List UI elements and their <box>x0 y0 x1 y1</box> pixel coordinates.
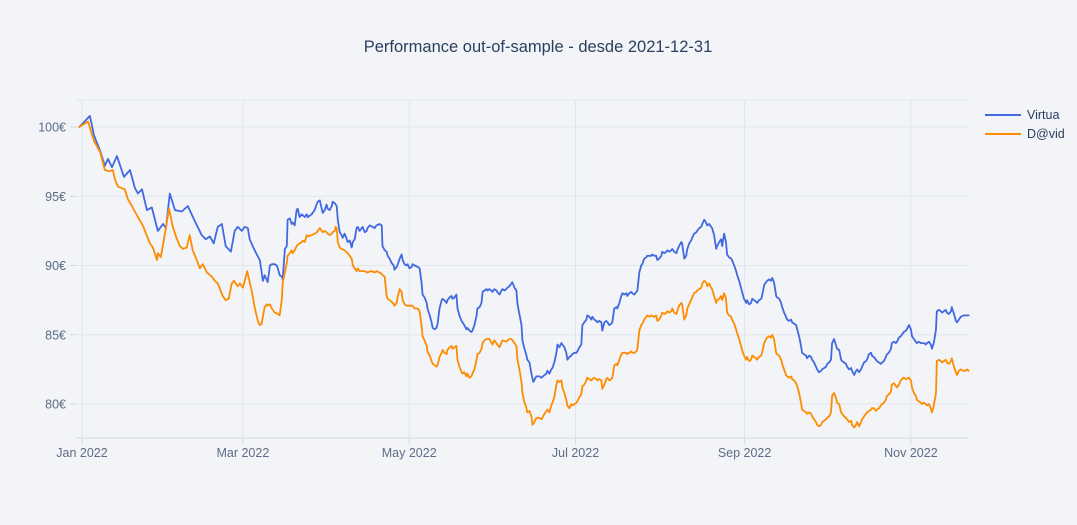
horizontal-gridlines <box>76 99 969 405</box>
x-axis-tick-labels: Jan 2022 Mar 2022 May 2022 Jul 2022 Sep 2022… <box>56 446 937 460</box>
legend-virtua-label: Virtua <box>1027 108 1059 122</box>
y-tick-label-80: 80€ <box>45 398 66 412</box>
x-tick-label-sep-2022: Sep 2022 <box>718 446 772 460</box>
chart-title: Performance out-of-sample - desde 2021-1… <box>364 38 713 56</box>
x-tick-label-nov-2022: Nov 2022 <box>884 446 938 460</box>
y-tick-label-90: 90€ <box>45 259 66 273</box>
series-lines <box>78 115 970 429</box>
series-line-virtua[interactable] <box>78 115 970 383</box>
legend-david-label: D@vid <box>1027 127 1065 141</box>
series-line-dvid[interactable] <box>78 120 970 429</box>
legend-item-virtua[interactable]: Virtua <box>985 108 1059 122</box>
legend: Virtua D@vid <box>985 108 1065 141</box>
y-axis-tick-labels: 80€ 85€ 90€ 95€ 100€ <box>38 121 66 412</box>
x-tick-label-jan-2022: Jan 2022 <box>56 446 107 460</box>
y-tick-label-85: 85€ <box>45 328 66 342</box>
axis-lines-and-ticks <box>70 126 969 444</box>
y-tick-label-100: 100€ <box>38 121 66 135</box>
x-tick-label-jul-2022: Jul 2022 <box>552 446 599 460</box>
y-tick-label-95: 95€ <box>45 190 66 204</box>
x-tick-label-may-2022: May 2022 <box>382 446 437 460</box>
x-tick-label-mar-2022: Mar 2022 <box>216 446 269 460</box>
vertical-gridlines <box>81 100 912 438</box>
legend-item-david[interactable]: D@vid <box>985 127 1065 141</box>
